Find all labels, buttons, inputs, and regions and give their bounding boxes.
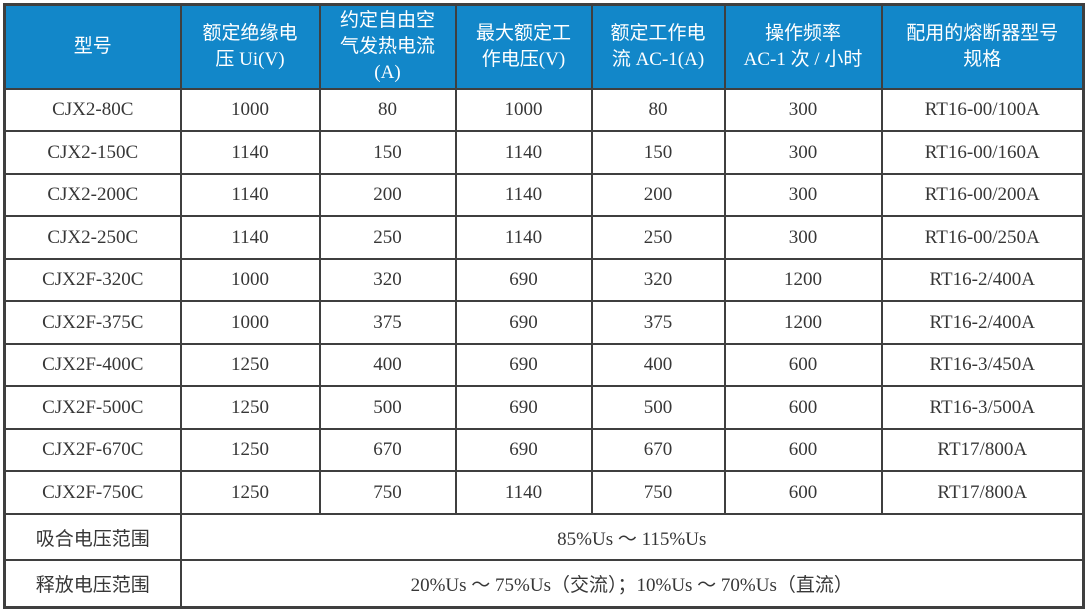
cell-thermal-current: 375 <box>318 300 457 345</box>
cell-max-working-voltage: 690 <box>454 300 593 345</box>
cell-max-working-voltage: 690 <box>454 385 593 430</box>
cell-operating-frequency: 600 <box>723 385 883 430</box>
table-row: CJX2F-670C 1250 670 690 670 600 RT17/800… <box>3 427 1085 473</box>
col-header-model: 型号 <box>3 3 182 90</box>
cell-model: CJX2F-500C <box>3 385 182 430</box>
col-header-max-working-voltage: 最大额定工 作电压(V) <box>454 3 593 90</box>
cell-model: CJX2F-320C <box>3 257 182 303</box>
col-header-operating-frequency: 操作频率 AC-1 次 / 小时 <box>723 3 883 90</box>
cell-insulation-voltage: 1140 <box>179 130 321 175</box>
table-row: CJX2-200C 1140 200 1140 200 300 RT16-00/… <box>3 172 1085 218</box>
cell-fuse-spec: RT16-00/200A <box>880 172 1085 218</box>
cell-model: CJX2-250C <box>3 215 182 260</box>
table-row: CJX2F-320C 1000 320 690 320 1200 RT16-2/… <box>3 257 1085 303</box>
cell-working-current: 500 <box>590 385 726 430</box>
cell-model: CJX2-80C <box>3 87 182 133</box>
cell-model: CJX2F-375C <box>3 300 182 345</box>
cell-model: CJX2-150C <box>3 130 182 175</box>
cell-max-working-voltage: 1140 <box>454 215 593 260</box>
cell-max-working-voltage: 690 <box>454 427 593 473</box>
cell-operating-frequency: 600 <box>723 470 883 515</box>
cell-max-working-voltage: 690 <box>454 342 593 388</box>
cell-operating-frequency: 600 <box>723 427 883 473</box>
row-label-release-voltage-range: 释放电压范围 <box>3 559 182 609</box>
cell-working-current: 400 <box>590 342 726 388</box>
cell-insulation-voltage: 1000 <box>179 87 321 133</box>
cell-thermal-current: 320 <box>318 257 457 303</box>
cell-fuse-spec: RT16-00/160A <box>880 130 1085 175</box>
cell-thermal-current: 750 <box>318 470 457 515</box>
cell-fuse-spec: RT17/800A <box>880 427 1085 473</box>
cell-insulation-voltage: 1250 <box>179 470 321 515</box>
cell-fuse-spec: RT16-00/250A <box>880 215 1085 260</box>
cell-model: CJX2-200C <box>3 172 182 218</box>
release-voltage-row: 释放电压范围 20%Us ～ 75%Us（交流）；10%Us ～ 70%Us（直… <box>3 559 1085 609</box>
cell-working-current: 80 <box>590 87 726 133</box>
cell-model: CJX2F-750C <box>3 470 182 515</box>
cell-max-working-voltage: 1140 <box>454 130 593 175</box>
table-header: 型号 额定绝缘电 压 Ui(V) 约定自由空 气发热电流 (A) 最大额定工 作… <box>3 3 1085 90</box>
cell-fuse-spec: RT17/800A <box>880 470 1085 515</box>
cell-fuse-spec: RT16-2/400A <box>880 257 1085 303</box>
cell-fuse-spec: RT16-00/100A <box>880 87 1085 133</box>
pickup-voltage-value: 85%Us ～ 115%Us <box>179 512 1085 562</box>
cell-insulation-voltage: 1000 <box>179 257 321 303</box>
cell-operating-frequency: 600 <box>723 342 883 388</box>
cell-operating-frequency: 300 <box>723 172 883 218</box>
table-row: CJX2-150C 1140 150 1140 150 300 RT16-00/… <box>3 130 1085 175</box>
cell-max-working-voltage: 1140 <box>454 470 593 515</box>
cell-insulation-voltage: 1250 <box>179 385 321 430</box>
cell-insulation-voltage: 1140 <box>179 172 321 218</box>
table-row: CJX2-80C 1000 80 1000 80 300 RT16-00/100… <box>3 87 1085 133</box>
cell-working-current: 375 <box>590 300 726 345</box>
col-header-rated-working-current: 额定工作电 流 AC-1(A) <box>590 3 726 90</box>
cell-model: CJX2F-670C <box>3 427 182 473</box>
cell-thermal-current: 400 <box>318 342 457 388</box>
cell-operating-frequency: 1200 <box>723 300 883 345</box>
cell-working-current: 200 <box>590 172 726 218</box>
table-row: CJX2F-500C 1250 500 690 500 600 RT16-3/5… <box>3 385 1085 430</box>
release-voltage-value: 20%Us ～ 75%Us（交流）；10%Us ～ 70%Us（直流） <box>179 559 1085 609</box>
pickup-voltage-row: 吸合电压范围 85%Us ～ 115%Us <box>3 512 1085 562</box>
cell-insulation-voltage: 1250 <box>179 427 321 473</box>
col-header-rated-insulation-voltage: 额定绝缘电 压 Ui(V) <box>179 3 321 90</box>
cell-model: CJX2F-400C <box>3 342 182 388</box>
cell-max-working-voltage: 1140 <box>454 172 593 218</box>
cell-insulation-voltage: 1000 <box>179 300 321 345</box>
cell-insulation-voltage: 1140 <box>179 215 321 260</box>
cell-thermal-current: 500 <box>318 385 457 430</box>
cell-operating-frequency: 300 <box>723 130 883 175</box>
cell-fuse-spec: RT16-3/500A <box>880 385 1085 430</box>
cell-working-current: 150 <box>590 130 726 175</box>
cell-thermal-current: 80 <box>318 87 457 133</box>
header-row: 型号 额定绝缘电 压 Ui(V) 约定自由空 气发热电流 (A) 最大额定工 作… <box>3 3 1085 90</box>
cell-max-working-voltage: 1000 <box>454 87 593 133</box>
row-label-pickup-voltage-range: 吸合电压范围 <box>3 512 182 562</box>
table-row: CJX2F-375C 1000 375 690 375 1200 RT16-2/… <box>3 300 1085 345</box>
cell-operating-frequency: 300 <box>723 215 883 260</box>
table-row: CJX2F-400C 1250 400 690 400 600 RT16-3/4… <box>3 342 1085 388</box>
col-header-conventional-thermal-current: 约定自由空 气发热电流 (A) <box>318 3 457 90</box>
cell-working-current: 250 <box>590 215 726 260</box>
contactor-spec-table: 型号 额定绝缘电 压 Ui(V) 约定自由空 气发热电流 (A) 最大额定工 作… <box>3 3 1085 609</box>
cell-thermal-current: 200 <box>318 172 457 218</box>
cell-max-working-voltage: 690 <box>454 257 593 303</box>
cell-working-current: 750 <box>590 470 726 515</box>
cell-working-current: 320 <box>590 257 726 303</box>
cell-operating-frequency: 1200 <box>723 257 883 303</box>
cell-thermal-current: 250 <box>318 215 457 260</box>
cell-working-current: 670 <box>590 427 726 473</box>
cell-operating-frequency: 300 <box>723 87 883 133</box>
table-body: CJX2-80C 1000 80 1000 80 300 RT16-00/100… <box>3 87 1085 609</box>
cell-thermal-current: 150 <box>318 130 457 175</box>
col-header-fuse-spec: 配用的熔断器型号 规格 <box>880 3 1085 90</box>
table-row: CJX2-250C 1140 250 1140 250 300 RT16-00/… <box>3 215 1085 260</box>
cell-fuse-spec: RT16-2/400A <box>880 300 1085 345</box>
cell-insulation-voltage: 1250 <box>179 342 321 388</box>
cell-fuse-spec: RT16-3/450A <box>880 342 1085 388</box>
cell-thermal-current: 670 <box>318 427 457 473</box>
table-row: CJX2F-750C 1250 750 1140 750 600 RT17/80… <box>3 470 1085 515</box>
